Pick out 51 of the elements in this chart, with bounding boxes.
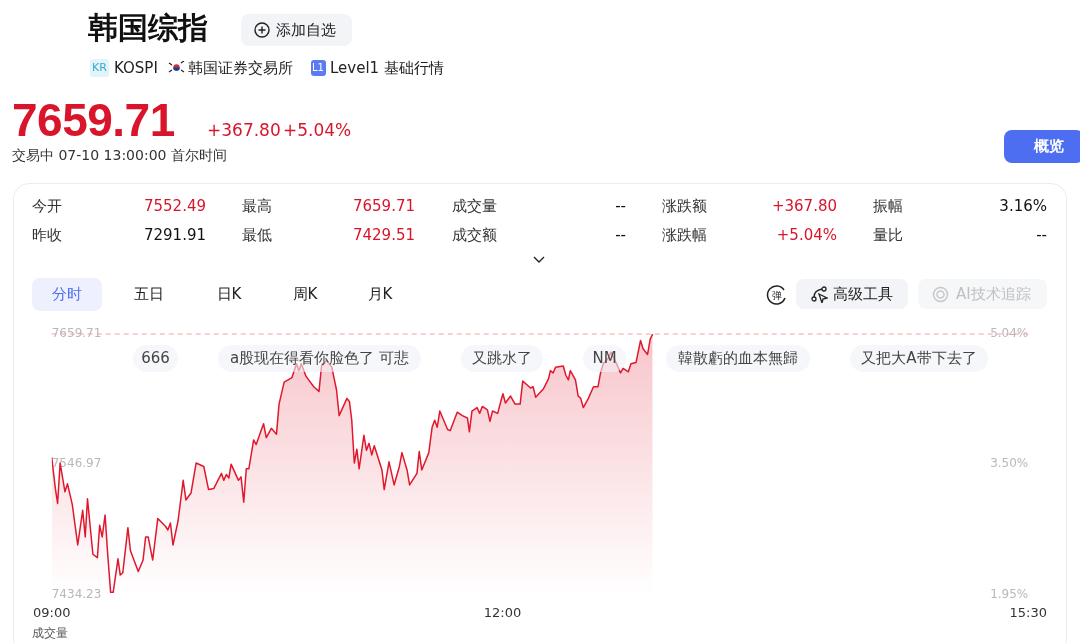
text: 3.16% [999,197,1047,215]
text: -- [1036,226,1047,244]
text: KOSPI [114,59,158,77]
text: -- [615,197,626,215]
text: KR [92,61,107,74]
annotation: a股现在得看你脸色了 可悲 [229,349,410,368]
text: 量比 [873,226,903,245]
text: 7291.91 [143,226,206,244]
x-tick-label: 12:00 [483,604,522,620]
text: 涨跌幅 [662,226,707,245]
annotation: 666 [140,349,171,367]
text: 今开 [32,197,62,216]
text: 振幅 [873,197,903,216]
text: +5.04% [283,120,352,140]
text: 最高 [242,197,272,216]
text: +5.04% [776,226,837,244]
text: 7429.51 [352,226,415,244]
y-tick-label: 7434.23 [51,586,102,601]
text: 成交量 [452,197,497,216]
text: 添加自选 [276,21,336,40]
text: 周K [291,285,319,304]
text: 成交量 [32,625,68,642]
annotation: 韓散虧的血本無歸 [677,349,799,368]
x-tick-label: 15:30 [1009,604,1047,620]
text: 日K [215,285,243,304]
text: 交易中 07-10 13:00:00 首尔时间 [12,147,227,165]
annotation: 又把大A带下去了 [860,349,978,368]
text: +367.80 [771,197,837,215]
text: +367.80 [207,120,281,140]
text: 韩国证券交易所 [188,59,293,78]
y2-tick-label: 1.95% [990,586,1029,601]
text: 五日 [133,285,165,304]
x-tick-label: 09:00 [33,604,71,620]
text: 最低 [242,226,272,245]
text: 昨收 [32,226,62,245]
y2-tick-label: 3.50% [990,455,1029,470]
y2-tick-label: 5.04% [990,326,1029,341]
text: 涨跌额 [662,197,707,216]
text: -- [615,226,626,244]
text: 概览 [1034,137,1064,156]
text: 7659.71 [352,197,415,215]
text: L1 [312,62,324,73]
text: 分时 [51,285,83,304]
text: 7552.49 [143,197,206,215]
text: 高级工具 [833,285,893,304]
y-tick-label: 7659.71 [51,326,102,341]
text: 成交额 [452,226,497,245]
text: 月K [366,285,394,304]
text: Level1 基础行情 [330,59,444,78]
chart-title: 韩国综指 [88,9,208,47]
annotation: 又跳水了 [471,349,533,368]
